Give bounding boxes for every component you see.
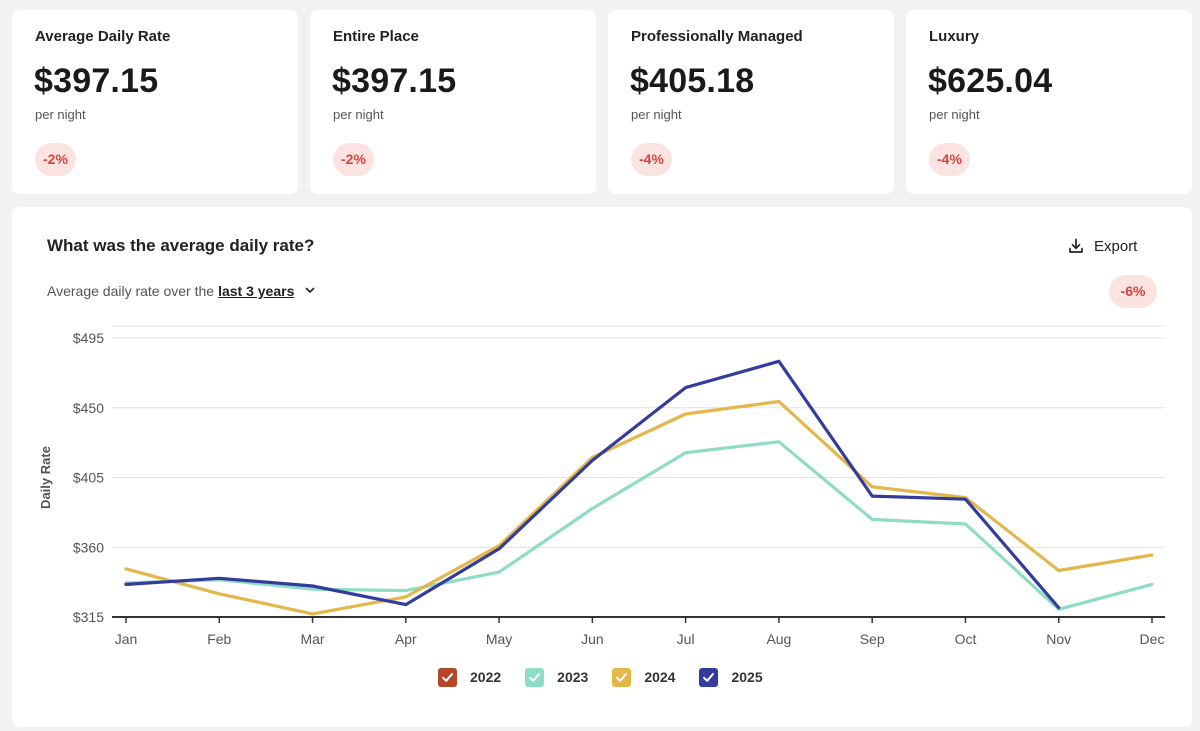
kpi-title: Luxury (929, 28, 980, 45)
kpi-change-badge: -4% (631, 143, 672, 176)
x-tick-label: Jan (115, 631, 138, 647)
line-chart: $315 $360 $405 $450 $495 Jan Feb Mar Apr May Jun Ju… (38, 325, 1165, 647)
kpi-change-badge: -4% (929, 143, 970, 176)
x-tick-label: May (486, 631, 512, 647)
x-tick-label: Sep (860, 631, 885, 647)
x-tick-label: Oct (955, 631, 977, 647)
kpi-unit: per night (929, 107, 980, 122)
x-tick-label: Apr (395, 631, 417, 647)
subtitle-prefix: Average daily rate over the (47, 283, 215, 299)
label-layer: $315 $360 $405 $450 $495 Jan Feb Mar Apr May Jun Ju… (38, 330, 1164, 647)
chart-subtitle: Average daily rate over the last 3 years (47, 283, 316, 299)
legend-label: 2023 (557, 669, 589, 685)
chart-change-badge: -6% (1109, 275, 1157, 308)
x-tick-label: Jul (677, 631, 695, 647)
grid-layer (112, 325, 1165, 623)
legend-item-2024[interactable]: 2024 (612, 667, 676, 687)
x-tick-label: Feb (207, 631, 231, 647)
y-tick-label: $360 (73, 539, 104, 555)
kpi-title: Entire Place (333, 28, 419, 45)
kpi-change-badge: -2% (35, 143, 76, 176)
kpi-change-badge: -2% (333, 143, 374, 176)
checkbox-icon[interactable] (525, 667, 545, 687)
legend-item-2025[interactable]: 2025 (699, 667, 763, 687)
series-line-2024 (124, 399, 1154, 616)
checkbox-icon[interactable] (438, 667, 457, 687)
x-tick-label: Nov (1046, 631, 1071, 647)
series-line-2025 (124, 359, 1061, 610)
chart-title: What was the average daily rate? (47, 236, 315, 255)
legend-item-2022[interactable]: 2022 (438, 667, 502, 687)
y-tick-label: $315 (73, 609, 104, 625)
export-label: Export (1094, 237, 1138, 255)
kpi-card-entire-place: Entire Place $397.15 per night -2% (310, 10, 596, 194)
checkbox-icon[interactable] (699, 667, 719, 687)
series-layer (124, 359, 1154, 616)
y-tick-label: $405 (73, 470, 104, 486)
legend-label: 2024 (644, 669, 676, 685)
kpi-value: $625.04 (928, 62, 1053, 100)
kpi-card-professionally-managed: Professionally Managed $405.18 per night… (608, 10, 894, 194)
kpi-title: Professionally Managed (631, 28, 803, 45)
kpi-value: $397.15 (34, 62, 159, 100)
kpi-card-average-daily-rate: Average Daily Rate $397.15 per night -2% (12, 10, 298, 194)
checkbox-icon[interactable] (612, 667, 632, 687)
kpi-row: Average Daily Rate $397.15 per night -2%… (12, 10, 1192, 194)
x-tick-label: Dec (1140, 631, 1165, 647)
kpi-title: Average Daily Rate (35, 28, 171, 45)
export-button[interactable]: Export (1068, 234, 1137, 258)
legend-label: 2025 (731, 669, 763, 685)
chart-card: What was the average daily rate? Export … (12, 207, 1192, 727)
legend-item-2023[interactable]: 2023 (525, 667, 589, 687)
x-tick-label: Jun (581, 631, 604, 647)
download-icon (1069, 238, 1083, 253)
y-tick-label: $450 (73, 400, 104, 416)
x-tick-label: Aug (766, 631, 791, 647)
legend-label: 2022 (470, 669, 502, 685)
kpi-unit: per night (631, 107, 682, 122)
chevron-down-icon[interactable] (304, 283, 316, 299)
series-line-2023 (124, 440, 1154, 611)
y-axis-label: Daily Rate (38, 446, 53, 509)
kpi-value: $405.18 (630, 62, 755, 100)
kpi-card-luxury: Luxury $625.04 per night -4% (906, 10, 1192, 194)
kpi-value: $397.15 (332, 62, 457, 100)
time-range-dropdown[interactable]: last 3 years (218, 283, 295, 299)
kpi-unit: per night (35, 107, 86, 122)
y-tick-label: $495 (73, 330, 104, 346)
kpi-unit: per night (333, 107, 384, 122)
x-tick-label: Mar (300, 631, 324, 647)
chart-legend: 2022 2023 2024 2025 (438, 666, 787, 688)
